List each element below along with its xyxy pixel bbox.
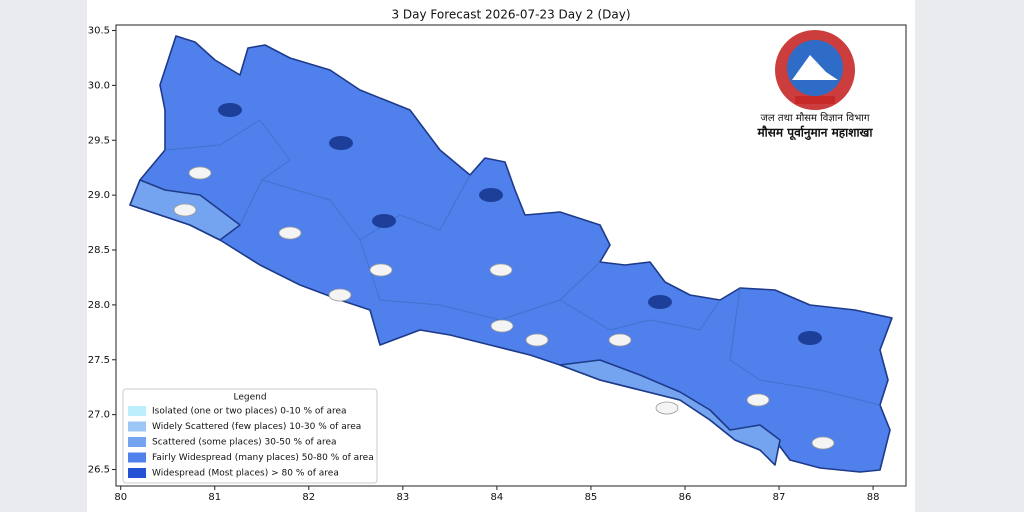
legend-label: Scattered (some places) 30-50 % of area bbox=[152, 438, 337, 448]
region bbox=[559, 359, 781, 466]
boundary bbox=[164, 119, 291, 226]
legend-swatch bbox=[128, 437, 146, 447]
map bbox=[129, 35, 893, 473]
legend-label: Fairly Widespread (many places) 50-80 % … bbox=[152, 453, 374, 463]
x-tick-label: 88 bbox=[867, 492, 880, 503]
x-tick-label: 81 bbox=[208, 492, 221, 503]
legend-swatch bbox=[128, 468, 146, 478]
weather-icons bbox=[173, 103, 835, 450]
logo-line: मौसम पूर्वानुमान महाशाखा bbox=[757, 126, 874, 141]
y-tick-label: 29.0 bbox=[88, 190, 110, 201]
logo-line: जल तथा मौसम विज्ञान विभाग bbox=[760, 112, 869, 124]
x-tick-label: 84 bbox=[491, 492, 504, 503]
legend-swatch bbox=[128, 406, 146, 416]
y-tick-label: 27.0 bbox=[88, 410, 110, 421]
boundary bbox=[559, 299, 721, 331]
legend-label: Widespread (Most places) > 80 % of area bbox=[152, 469, 339, 479]
y-tick-label: 30.0 bbox=[88, 80, 110, 91]
x-tick-label: 82 bbox=[302, 492, 315, 503]
y-tick-label: 30.5 bbox=[88, 25, 110, 36]
legend-title: Legend bbox=[233, 393, 266, 403]
legend-swatch bbox=[128, 421, 146, 432]
x-tick-label: 85 bbox=[585, 492, 598, 503]
legend: Legend Isolated (one or two places) 0-10… bbox=[122, 388, 378, 484]
legend-label: Widely Scattered (few places) 10-30 % of… bbox=[152, 422, 361, 432]
boundary bbox=[359, 239, 601, 321]
y-tick-label: 28.5 bbox=[88, 245, 110, 256]
y-tick-label: 29.5 bbox=[88, 135, 110, 146]
y-tick-label: 26.5 bbox=[88, 465, 110, 476]
x-tick-label: 80 bbox=[114, 492, 127, 503]
boundary bbox=[729, 287, 881, 406]
x-tick-label: 83 bbox=[396, 492, 409, 503]
x-tick-label: 86 bbox=[679, 492, 692, 503]
map-title: 3 Day Forecast 2026-07-23 Day 2 (Day) bbox=[391, 8, 630, 22]
logo: जल तथा मौसम विज्ञान विभाग मौसम पूर्वानुम… bbox=[757, 30, 874, 141]
x-tick-label: 87 bbox=[773, 492, 786, 503]
axes-frame bbox=[115, 24, 907, 487]
region bbox=[129, 35, 893, 473]
y-tick-label: 27.5 bbox=[88, 355, 110, 366]
legend-swatch bbox=[128, 452, 146, 463]
legend-label: Isolated (one or two places) 0-10 % of a… bbox=[152, 407, 347, 417]
y-tick-label: 28.0 bbox=[88, 300, 110, 311]
